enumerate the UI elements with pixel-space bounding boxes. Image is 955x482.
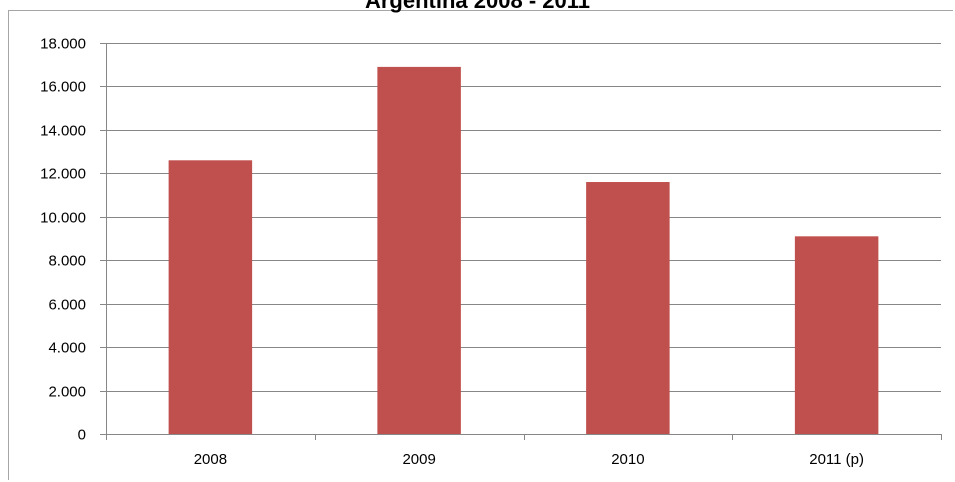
chart-frame [8, 10, 953, 480]
y-tick-label: 10.000 [40, 210, 86, 227]
y-tick-label: 6.000 [48, 297, 86, 314]
y-tick-label: 4.000 [48, 340, 86, 357]
x-tick-label: 2011 (p) [809, 451, 864, 468]
bar-2009 [377, 66, 461, 435]
axes [100, 43, 942, 440]
bar-2010 [586, 182, 670, 434]
x-tick-label: 2010 [611, 451, 644, 468]
y-tick-label: 16.000 [40, 79, 86, 96]
y-tick-label: 18.000 [40, 36, 86, 53]
bar-2011-p [794, 236, 879, 434]
tick-labels: 0 2.000 4.000 6.000 8.000 10.000 12.000 14.000 1… [40, 36, 864, 469]
bars [168, 66, 879, 435]
y-tick-label: 12.000 [40, 166, 86, 183]
x-tick-label: 2009 [402, 451, 435, 468]
x-tick-label: 2008 [194, 451, 227, 468]
y-tick-label: 8.000 [48, 253, 86, 270]
y-tick-label: 14.000 [40, 123, 86, 140]
y-tick-label: 2.000 [48, 384, 86, 401]
y-tick-label: 0 [78, 427, 86, 444]
bar-2008 [168, 160, 253, 435]
chart-title: Argentina 2008 - 2011 [364, 0, 590, 13]
